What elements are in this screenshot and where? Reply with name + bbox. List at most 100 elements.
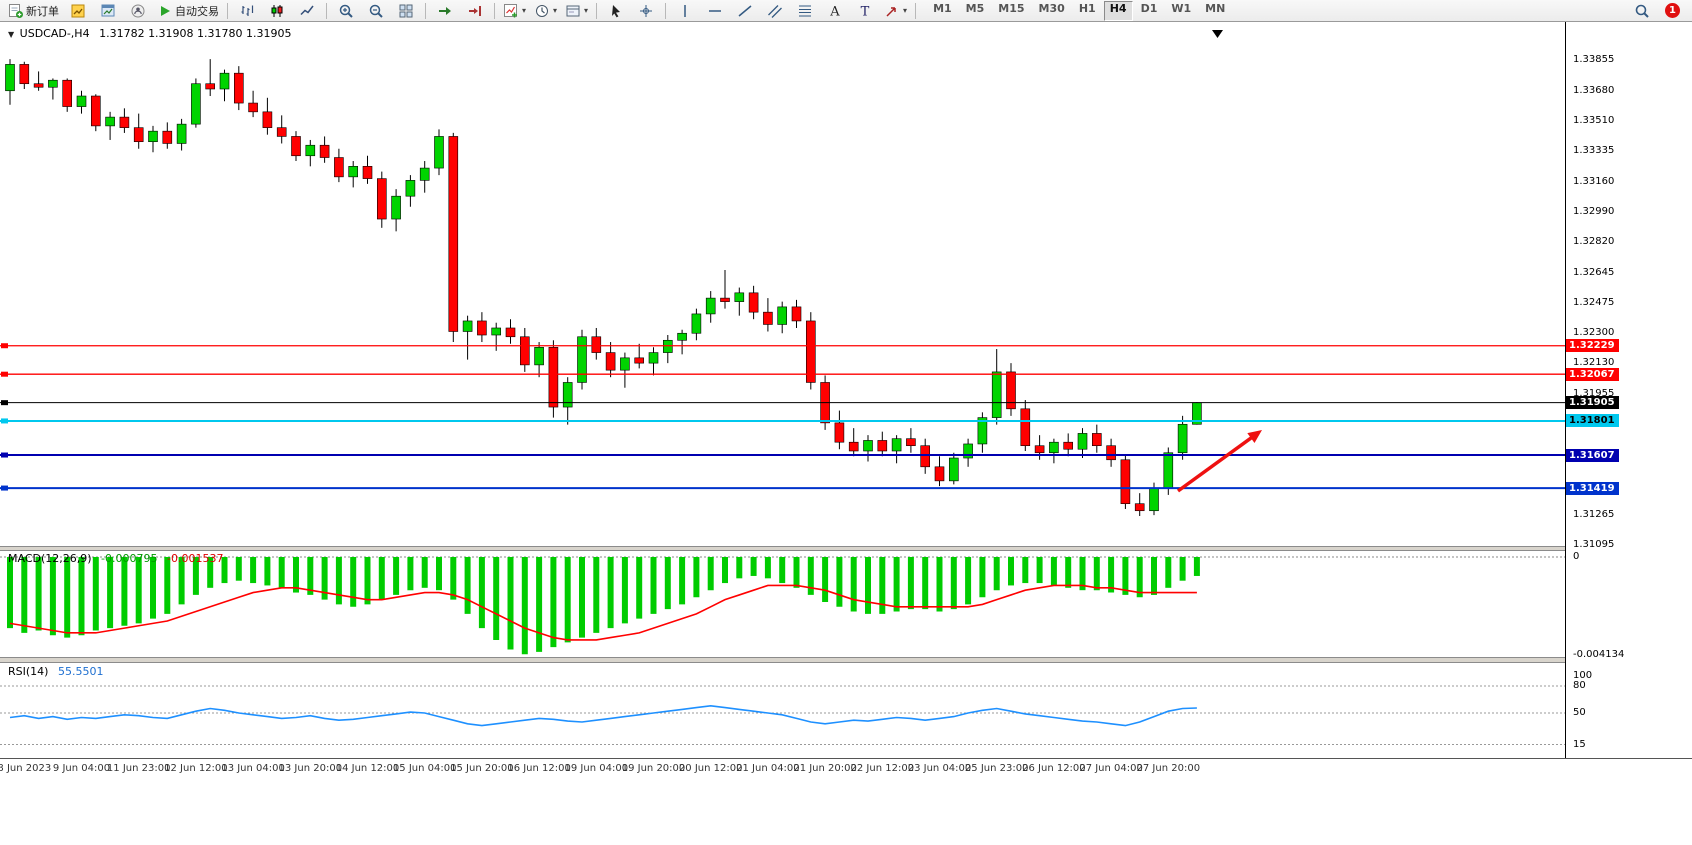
trendline-button[interactable]: [730, 0, 760, 22]
macd-scale-label: -0.004134: [1573, 649, 1625, 660]
channel-button[interactable]: [760, 0, 790, 22]
bar-chart-button[interactable]: [232, 0, 262, 22]
symbol-title: ▼ USDCAD-,H4 1.31782 1.31908 1.31780 1.3…: [8, 27, 292, 40]
channel-icon: [768, 4, 783, 18]
time-axis-label: 13 Jun 20:00: [278, 763, 343, 774]
crosshair-icon: [640, 4, 653, 17]
market-watch-button[interactable]: [63, 0, 93, 22]
rsi-scale-label: 15: [1573, 738, 1586, 750]
notification-badge[interactable]: 1: [1665, 3, 1680, 18]
chevron-down-icon: ▾: [522, 6, 527, 15]
fibo-icon: [799, 5, 812, 16]
timeframe-button-h1[interactable]: H1: [1078, 1, 1096, 15]
crosshair-button[interactable]: [631, 0, 661, 22]
vertical-line-button[interactable]: [670, 0, 700, 22]
time-axis-label: 15 Jun 20:00: [450, 763, 514, 774]
candles-icon: [271, 4, 283, 17]
zoom-out-button[interactable]: [361, 0, 391, 22]
chart-shift-button[interactable]: [460, 0, 490, 22]
time-axis-label: 14 Jun 12:00: [335, 763, 400, 774]
rsi-scale-label: 80: [1573, 680, 1586, 691]
price-tick-label: 1.33335: [1573, 145, 1615, 157]
search-icon: [1635, 4, 1649, 18]
time-axis-label: 13 Jun 04:00: [221, 763, 285, 774]
timeframe-button-h4[interactable]: H4: [1103, 0, 1133, 21]
line-chart-button[interactable]: [292, 0, 322, 22]
price-axis[interactable]: 1.33855 1.33680 1.33510 1.33335 1.33160 1.329…: [1565, 22, 1692, 758]
time-axis-label: 12 Jun 12:00: [164, 763, 228, 774]
time-axis-label: 9 Jun 04:00: [52, 763, 111, 774]
label-icon: T: [861, 4, 870, 19]
chart-canvas[interactable]: [0, 22, 1692, 845]
fibonacci-button[interactable]: [790, 0, 820, 22]
indicators-button[interactable]: ▾: [499, 0, 530, 22]
macd-scale-label: 0: [1573, 551, 1580, 562]
templates-button[interactable]: ▾: [561, 0, 592, 22]
zoom-in-button[interactable]: [331, 0, 361, 22]
arrows-button[interactable]: ▾: [880, 0, 911, 22]
text-label-button[interactable]: T: [850, 0, 880, 22]
timeframe-button-m30[interactable]: M30: [1038, 1, 1065, 15]
auto-scroll-button[interactable]: [430, 0, 460, 22]
price-badge: 1.31801: [1566, 414, 1619, 428]
cursor-button[interactable]: [601, 0, 631, 22]
time-axis-label: 27 Jun 20:00: [1136, 763, 1201, 774]
chart-area[interactable]: ▼ USDCAD-,H4 1.31782 1.31908 1.31780 1.3…: [0, 22, 1692, 845]
time-axis-label: 11 Jun 23:00: [106, 763, 171, 774]
chart-shift-icon: [469, 5, 481, 16]
chevron-down-icon: ▾: [584, 6, 589, 15]
horizontal-line-button[interactable]: [700, 0, 730, 22]
search-button[interactable]: [1627, 0, 1657, 22]
autotrade-button[interactable]: 自动交易: [153, 0, 223, 22]
autotrade-icon: [161, 5, 170, 16]
time-axis[interactable]: 8 Jun 2023 9 Jun 04:00 11 Jun 23:00 12 Jun …: [0, 758, 1692, 845]
candlestick-chart-button[interactable]: [262, 0, 292, 22]
chevron-down-icon: ▾: [903, 6, 908, 15]
price-badge: 1.31905: [1566, 396, 1619, 410]
zoom-in-icon: [339, 4, 353, 18]
periods-icon: [536, 4, 549, 17]
price-tick-label: 1.33510: [1573, 114, 1615, 126]
timeframe-button-m1[interactable]: M1: [933, 1, 952, 15]
time-axis-label: 19 Jun 20:00: [621, 763, 686, 774]
timeframe-button-d1[interactable]: D1: [1140, 1, 1158, 15]
price-tick-label: 1.33160: [1573, 176, 1615, 188]
price-tick-label: 1.32820: [1573, 235, 1615, 247]
price-tick-label: 1.32130: [1573, 357, 1615, 369]
text-icon: A: [829, 4, 840, 19]
price-tick-label: 1.33855: [1573, 54, 1615, 65]
rsi-scale-label: 100: [1573, 670, 1593, 681]
new-order-button[interactable]: 新订单: [4, 0, 63, 22]
toolbar-separator: [425, 2, 426, 19]
tile-windows-icon: [399, 4, 413, 17]
macd-signal-value: -0.001537: [167, 552, 224, 565]
periods-button[interactable]: ▾: [530, 0, 561, 22]
timeframe-button-mn[interactable]: MN: [1205, 1, 1226, 15]
timeframe-button-m15[interactable]: M15: [998, 1, 1025, 15]
time-axis-label: 22 Jun 12:00: [850, 763, 915, 774]
rsi-label: RSI(14) 55.5501: [8, 665, 103, 678]
price-tick-label: 1.31095: [1573, 539, 1615, 550]
time-axis-label: 21 Jun 20:00: [793, 763, 857, 774]
panel-separator[interactable]: [0, 546, 1692, 551]
price-tick-label: 1.33680: [1573, 84, 1615, 96]
tile-windows-button[interactable]: [391, 0, 421, 22]
timeframe-button-w1[interactable]: W1: [1171, 1, 1192, 15]
time-axis-label: 27 Jun 04:00: [1079, 763, 1143, 774]
new-chart-button[interactable]: [93, 0, 123, 22]
auto-scroll-icon: [439, 6, 451, 15]
cursor-icon: [612, 4, 621, 17]
timeframe-button-m5[interactable]: M5: [965, 1, 985, 15]
panel-separator[interactable]: [0, 657, 1692, 663]
hline-icon: [709, 9, 722, 12]
profiles-button[interactable]: [123, 0, 153, 22]
symbol-dropdown-icon[interactable]: ▼: [8, 30, 15, 39]
rsi-value: 55.5501: [57, 665, 104, 678]
arrows-icon: [886, 6, 896, 17]
text-button[interactable]: A: [820, 0, 850, 22]
new-chart-icon: [101, 4, 115, 16]
price-tick-label: 1.32475: [1573, 296, 1615, 308]
ohlc-values: 1.31782 1.31908 1.31780 1.31905: [99, 27, 292, 40]
price-tick-label: 1.31265: [1573, 509, 1615, 521]
